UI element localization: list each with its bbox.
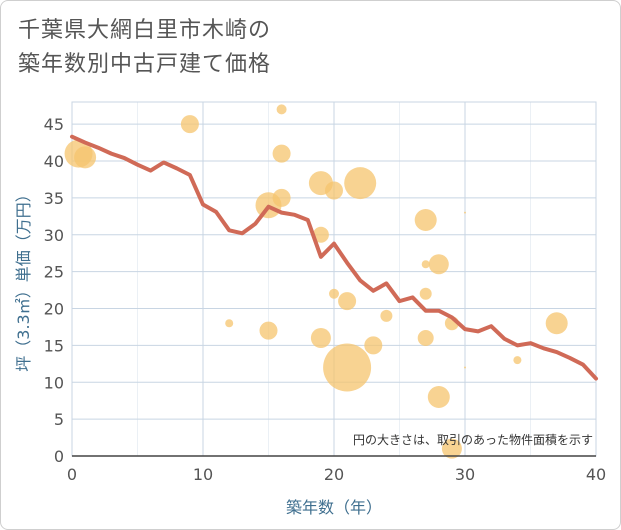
y-tick-label: 10 <box>44 373 64 392</box>
bubble-point <box>428 254 449 275</box>
y-tick-label: 25 <box>44 263 64 282</box>
y-tick-label: 30 <box>44 226 64 245</box>
bubble-point <box>325 181 343 200</box>
average-price-line <box>70 134 598 381</box>
bubble-point <box>180 115 199 134</box>
bubble-point <box>513 356 522 365</box>
bubble-size-note: 円の大きさは、取引のあった物件面積を示す <box>353 432 593 447</box>
bubble-point <box>441 438 462 459</box>
bubble-point <box>329 288 339 299</box>
x-tick-label: 40 <box>586 465 606 484</box>
bubble-point <box>464 366 466 369</box>
chart-title-line-2: 築年数別中古戸建て価格 <box>18 52 272 77</box>
bubble-point <box>427 386 450 408</box>
bubble-point <box>417 330 434 346</box>
bubble-point <box>323 343 372 392</box>
bubble-point <box>364 336 383 355</box>
x-tick-label: 20 <box>324 465 344 484</box>
x-axis-title: 築年数（年） <box>286 498 382 517</box>
bubble-point <box>310 328 331 348</box>
bubble-point <box>338 292 357 311</box>
bubble-point <box>74 146 97 169</box>
bubble-point <box>225 319 234 328</box>
bubble-point <box>272 144 291 163</box>
bubble-point <box>545 312 568 335</box>
chart-title-line-1: 千葉県大網白里市木崎の <box>18 18 272 43</box>
bubble-point <box>421 260 430 269</box>
bubble-point <box>272 188 291 207</box>
y-tick-label: 20 <box>44 300 64 319</box>
bubble-point <box>414 209 437 231</box>
y-tick-label: 15 <box>44 336 64 355</box>
average-line-series <box>70 134 598 381</box>
y-tick-label: 40 <box>44 152 64 171</box>
x-tick-label: 0 <box>67 465 77 484</box>
axes: 0 10 20 30 40 0 5 10 15 20 25 30 35 40 45 <box>44 115 607 484</box>
x-tick-label: 30 <box>455 465 475 484</box>
y-tick-label: 5 <box>54 410 64 429</box>
bubble-point <box>380 309 393 322</box>
bubble-point <box>419 287 432 300</box>
bubble-point <box>464 211 466 214</box>
bubble-point <box>259 321 278 340</box>
x-tick-label: 10 <box>193 465 213 484</box>
bubble-point <box>312 226 329 243</box>
y-tick-label: 0 <box>54 447 64 466</box>
bubble-point <box>276 104 287 115</box>
y-tick-label: 45 <box>44 115 64 134</box>
bubble-point <box>344 167 377 200</box>
y-tick-label: 35 <box>44 189 64 208</box>
y-axis-title: 坪（3.3㎡）単価（万円） <box>14 186 33 371</box>
chart-title: 千葉県大網白里市木崎の 築年数別中古戸建て価格 <box>18 14 271 82</box>
